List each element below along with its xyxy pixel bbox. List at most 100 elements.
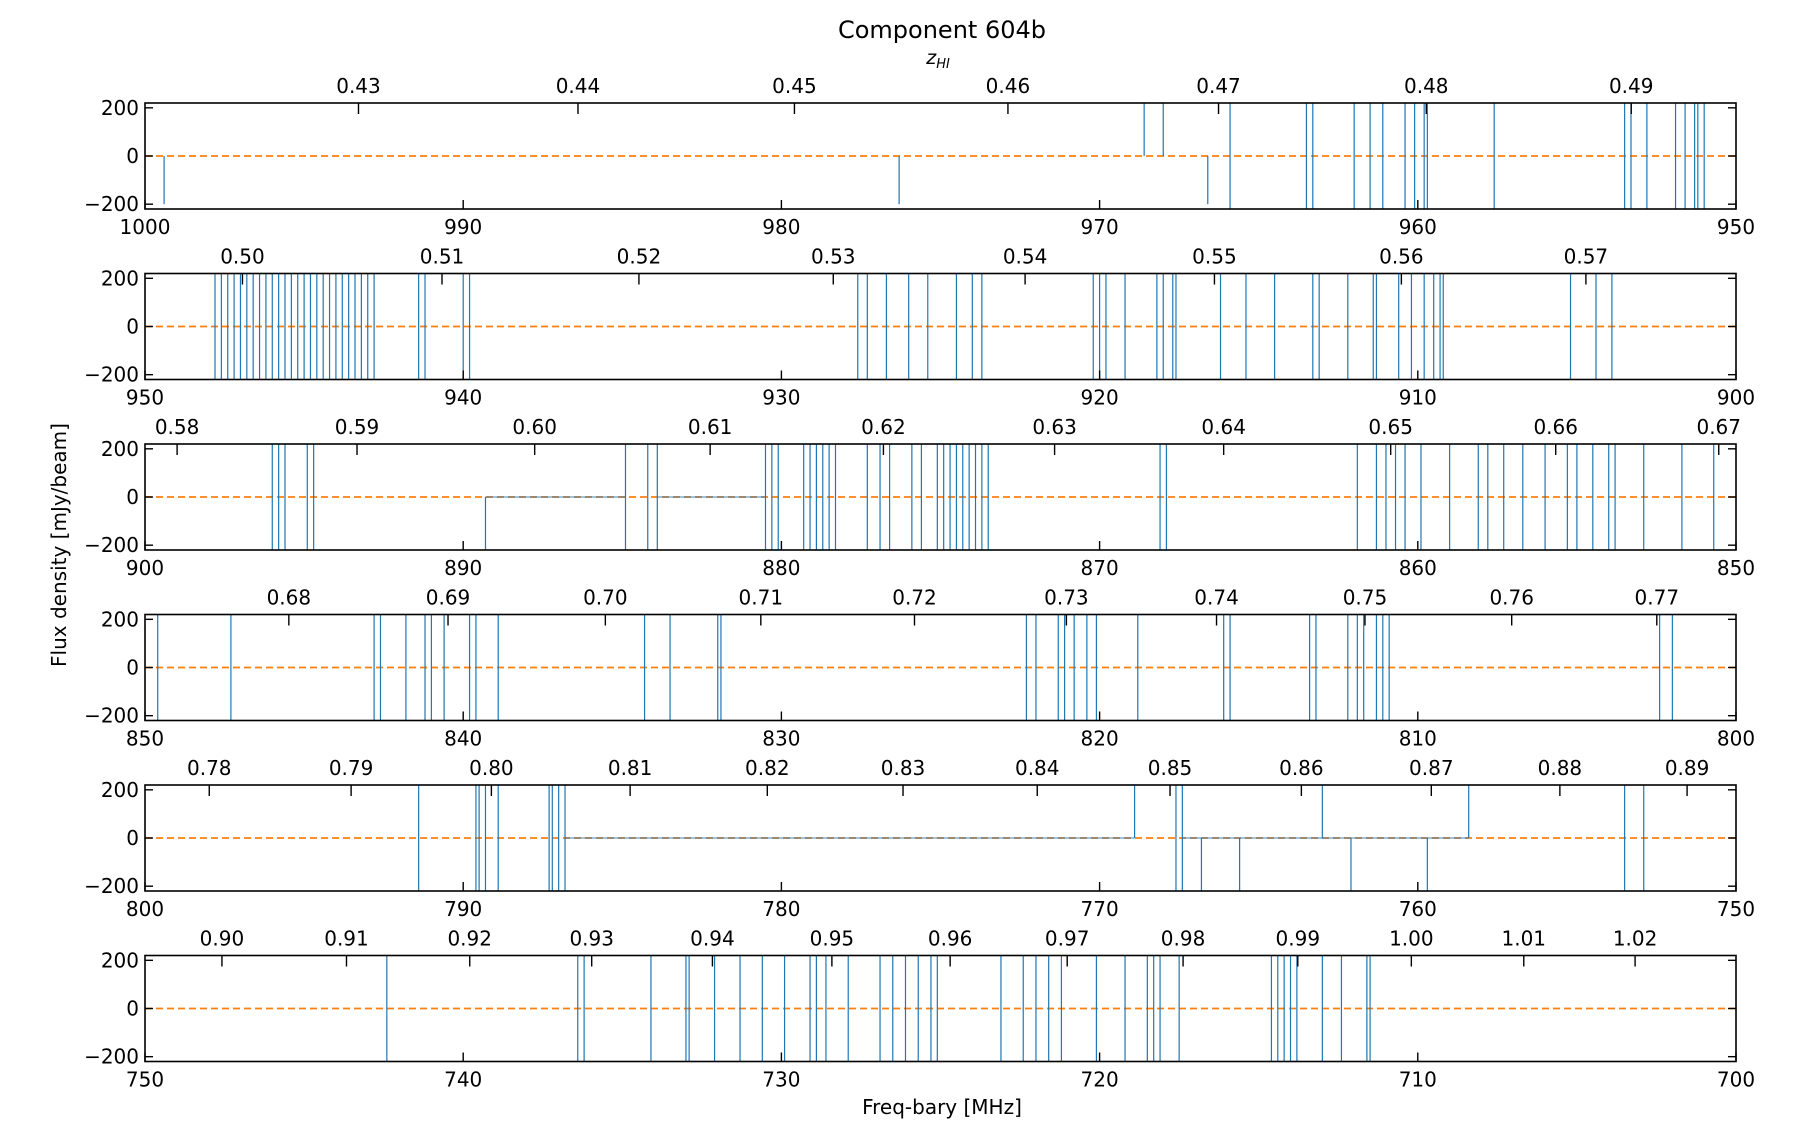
z-tick-label: 0.59 [335,415,380,439]
panel-4: 850 840 830 820 810 800 0.68 0.69 0.70 0.71 0.72 0.… [84,586,1755,751]
z-tick-label: 0.69 [426,586,471,610]
z-tick-label: 0.64 [1201,415,1246,439]
y-tick-label: 200 [101,948,139,972]
x-axis-label: Freq-bary [MHz] [862,1095,1022,1119]
x-tick-label: 850 [1717,556,1755,580]
x-tick-label: 890 [444,556,482,580]
y-tick-label: −200 [84,704,139,728]
x-tick-label: 920 [1081,386,1119,410]
z-tick-label: 0.97 [1045,927,1090,951]
y-tick-label: 200 [101,778,139,802]
chart-title: Component 604b [838,16,1046,44]
z-tick-label: 0.44 [556,74,601,98]
y-tick-label: 0 [126,144,139,168]
x-tick-label: 840 [444,727,482,751]
z-tick-label: 0.56 [1379,245,1424,269]
top-axis-label-main: z [925,47,937,69]
z-tick-label: 0.89 [1665,756,1710,780]
z-tick-label: 0.91 [324,927,369,951]
z-tick-label: 0.99 [1276,927,1321,951]
x-tick-label: 720 [1081,1068,1119,1092]
y-tick-label: 0 [126,315,139,339]
z-tick-label: 0.88 [1538,756,1583,780]
panel-3: 900 890 880 870 860 850 0.58 0.59 0.60 0.61 0.62 0.… [84,415,1755,580]
z-tick-label: 0.71 [739,586,784,610]
y-tick-label: 200 [101,607,139,631]
x-tick-label: 860 [1399,556,1437,580]
panel-5: 800 790 780 770 760 750 0.78 0.79 0.80 0.81 0.82 0.… [84,756,1755,921]
z-tick-label: 0.74 [1194,586,1239,610]
z-tick-label: 0.51 [420,245,465,269]
z-tick-label: 0.78 [187,756,232,780]
z-tick-label: 0.68 [267,586,312,610]
x-tick-label: 950 [126,386,164,410]
z-tick-label: 0.46 [986,74,1031,98]
x-tick-label: 870 [1081,556,1119,580]
z-tick-label: 1.02 [1613,927,1658,951]
x-tick-label: 990 [444,215,482,239]
z-tick-label: 0.62 [861,415,906,439]
z-tick-label: 0.66 [1533,415,1578,439]
y-tick-label: 0 [126,485,139,509]
z-tick-label: 1.01 [1502,927,1547,951]
z-tick-label: 0.83 [881,756,926,780]
z-tick-label: 0.81 [608,756,653,780]
z-tick-label: 0.94 [690,927,735,951]
z-tick-label: 0.73 [1044,586,1089,610]
x-tick-label: 900 [126,556,164,580]
x-tick-label: 980 [762,215,800,239]
top-axis-label: zHI [925,47,950,72]
z-tick-label: 0.98 [1161,927,1206,951]
y-tick-label: 0 [126,656,139,680]
y-axis-label: Flux density [mJy/beam] [47,423,71,667]
z-tick-label: 0.61 [688,415,733,439]
y-tick-label: −200 [84,874,139,898]
x-tick-label: 800 [1717,727,1755,751]
z-tick-label: 0.58 [155,415,200,439]
x-tick-label: 850 [126,727,164,751]
y-tick-label: −200 [84,363,139,387]
z-tick-label: 0.79 [329,756,374,780]
z-tick-label: 0.65 [1368,415,1413,439]
z-tick-label: 0.67 [1696,415,1741,439]
z-tick-label: 0.77 [1635,586,1680,610]
x-tick-label: 710 [1399,1068,1437,1092]
x-tick-label: 790 [444,897,482,921]
panel-1: 1000 990 980 970 960 950 0.43 0.44 0.45 0.46 0.47 0… [84,74,1755,239]
y-tick-label: 0 [126,997,139,1021]
z-tick-label: 0.70 [583,586,628,610]
x-tick-label: 730 [762,1068,800,1092]
z-tick-label: 0.82 [745,756,790,780]
z-tick-label: 0.50 [220,245,265,269]
y-tick-label: −200 [84,1045,139,1069]
y-tick-label: 200 [101,96,139,120]
z-tick-label: 0.86 [1279,756,1324,780]
x-tick-label: 700 [1717,1068,1755,1092]
x-tick-label: 950 [1717,215,1755,239]
z-tick-label: 0.90 [200,927,245,951]
z-tick-label: 1.00 [1389,927,1434,951]
x-tick-label: 880 [762,556,800,580]
z-tick-label: 0.54 [1003,245,1048,269]
z-tick-label: 0.49 [1609,74,1654,98]
z-tick-label: 0.87 [1409,756,1454,780]
z-tick-label: 0.96 [928,927,973,951]
panel-6: 750 740 730 720 710 700 0.90 0.91 0.92 0.93 0.94 0.… [84,927,1755,1092]
y-tick-label: −200 [84,533,139,557]
z-tick-label: 0.95 [810,927,855,951]
x-tick-label: 900 [1717,386,1755,410]
z-tick-label: 0.48 [1404,74,1449,98]
panel-2: 950 940 930 920 910 900 0.50 0.51 0.52 0.53 0.54 0.… [84,245,1755,410]
z-tick-label: 0.47 [1196,74,1241,98]
z-tick-label: 0.43 [336,74,381,98]
x-tick-label: 960 [1399,215,1437,239]
x-tick-label: 750 [126,1068,164,1092]
z-tick-label: 0.45 [772,74,817,98]
y-tick-label: 0 [126,826,139,850]
x-tick-label: 830 [762,727,800,751]
x-tick-label: 760 [1399,897,1437,921]
x-tick-label: 810 [1399,727,1437,751]
y-tick-label: 200 [101,437,139,461]
x-tick-label: 750 [1717,897,1755,921]
